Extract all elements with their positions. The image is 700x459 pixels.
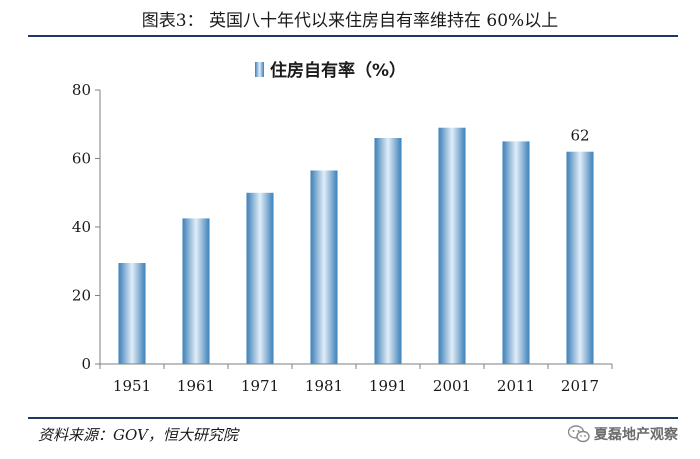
x-tick-label-1961: 1961 (177, 377, 215, 395)
legend-label: 住房自有率（%） (270, 60, 406, 81)
bar-2001 (438, 127, 466, 364)
bar-2017 (566, 151, 594, 364)
wechat-icon (568, 425, 590, 443)
chart-legend: 住房自有率（%） (255, 60, 406, 81)
data-labels: 62 (570, 127, 589, 145)
y-tick-label-60: 60 (72, 150, 91, 168)
legend-swatch (255, 62, 264, 77)
watermark-text: 夏磊地产观察 (594, 427, 678, 443)
y-tick-label-80: 80 (72, 81, 91, 99)
axes: 0 20 40 60 80 1951 1961 1971 1981 1991 2001 2011 201… (72, 81, 613, 395)
x-tick-label-1951: 1951 (113, 377, 151, 395)
y-tick-label-0: 0 (81, 355, 91, 373)
bar-1991 (374, 138, 402, 364)
y-tick-label-20: 20 (72, 287, 91, 305)
bar-1981 (310, 170, 338, 364)
x-tick-label-2017: 2017 (561, 377, 599, 395)
figure-title: 图表3： 英国八十年代以来住房自有率维持在 60%以上 (141, 11, 559, 31)
bar-1961 (182, 218, 210, 364)
top-rule (28, 35, 678, 37)
x-tick-label-1991: 1991 (369, 377, 407, 395)
bar-1951 (118, 263, 146, 364)
x-tick-label-1981: 1981 (305, 377, 343, 395)
x-tick-label-2001: 2001 (433, 377, 471, 395)
bottom-rule (28, 417, 678, 419)
watermark: 夏磊地产观察 (568, 424, 678, 444)
data-label-2017: 62 (570, 127, 589, 145)
x-tick-label-2011: 2011 (497, 377, 535, 395)
bar-1971 (246, 192, 274, 365)
bars (118, 127, 594, 365)
x-tick-label-1971: 1971 (241, 377, 279, 395)
bar-2011 (502, 141, 530, 364)
source-note: 资料来源：GOV，恒大研究院 (38, 426, 238, 444)
y-tick-label-40: 40 (72, 218, 91, 236)
